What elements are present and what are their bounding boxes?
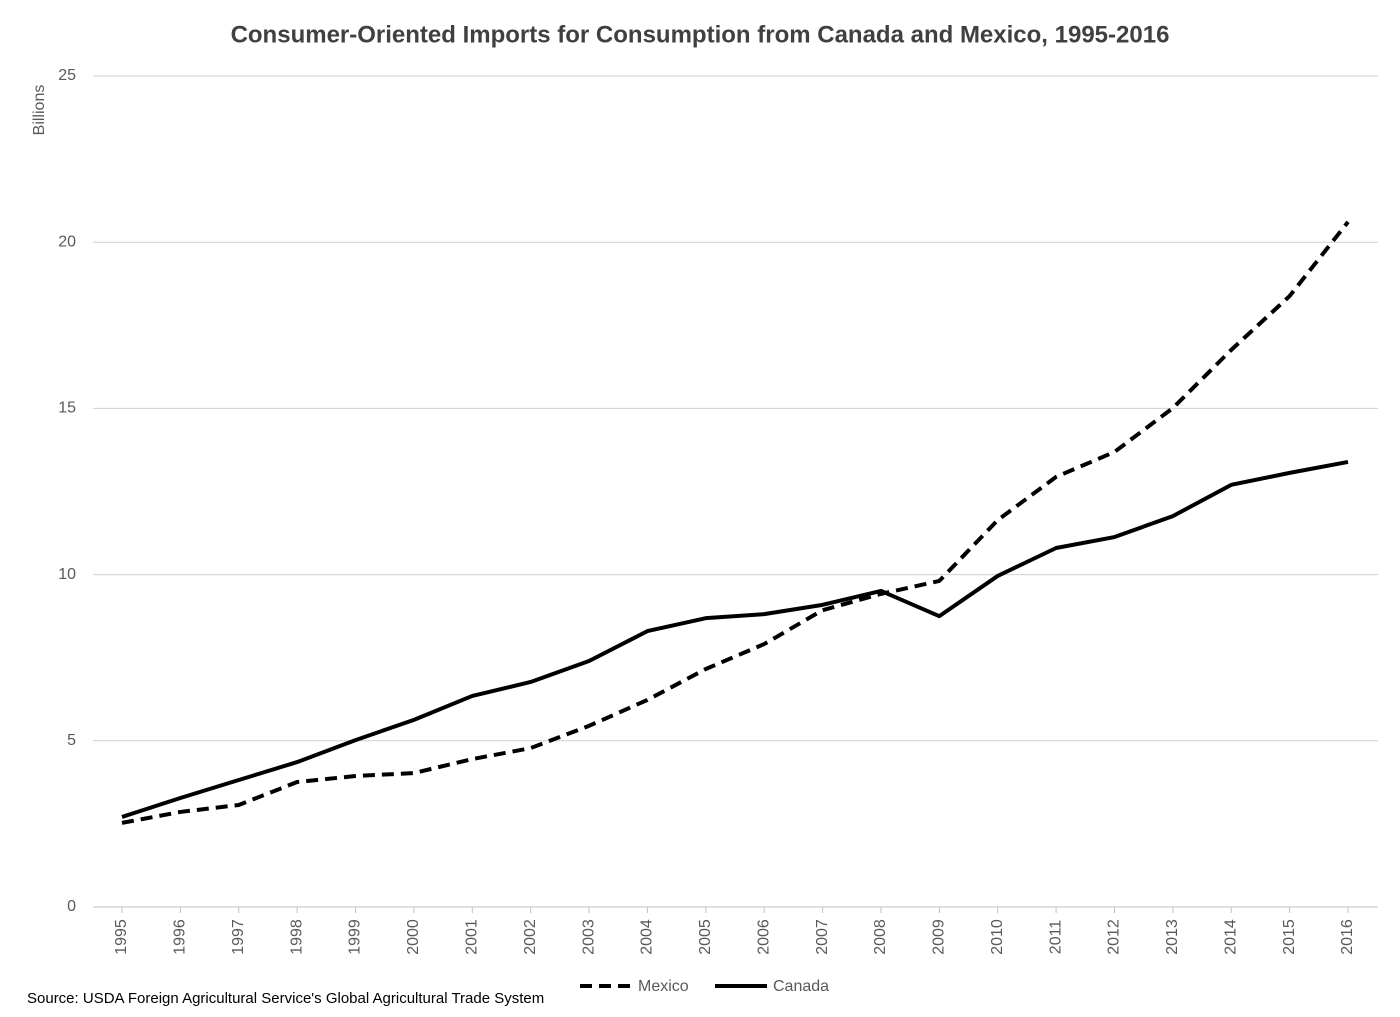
x-tick-label: 1998 [288, 919, 305, 955]
y-tick-label: 10 [58, 566, 76, 583]
x-tick-label: 2011 [1047, 920, 1064, 955]
y-tick-label: 25 [58, 67, 76, 84]
y-tick-label: 20 [58, 233, 76, 250]
x-tick-label: 1997 [230, 919, 247, 955]
x-tick-label: 2015 [1281, 919, 1298, 955]
x-tick-label: 2005 [697, 919, 714, 955]
series-line [121, 220, 1350, 825]
x-tick-label: 1999 [347, 919, 364, 955]
x-tick-label: 2009 [931, 919, 948, 955]
x-tick-label: 1996 [172, 919, 189, 955]
chart-title: Consumer-Oriented Imports for Consumptio… [231, 21, 1170, 48]
legend-label: Canada [773, 978, 829, 995]
x-tick-label: 2000 [405, 919, 422, 955]
x-tick-label: 2010 [989, 919, 1006, 955]
x-tick-label: 2004 [639, 919, 656, 955]
x-tick-label: 2016 [1339, 919, 1356, 955]
y-tick-label: 15 [58, 400, 76, 417]
x-tick-label: 2007 [814, 919, 831, 955]
x-tick-label: 2003 [580, 919, 597, 955]
x-tick-label: 2006 [755, 919, 772, 955]
x-tick-label: 2002 [522, 919, 539, 955]
y-tick-label: 0 [67, 898, 76, 915]
y-axis-label: Billions [31, 85, 48, 136]
x-tick-label: 2014 [1222, 919, 1239, 955]
x-tick-label: 2013 [1164, 919, 1181, 955]
legend-label: Mexico [638, 978, 689, 995]
x-tick-label: 2008 [872, 919, 889, 955]
y-tick-label: 5 [67, 732, 76, 749]
x-tick-label: 2012 [1106, 919, 1123, 955]
source-note: Source: USDA Foreign Agricultural Servic… [27, 990, 544, 1007]
x-tick-label: 1995 [113, 919, 130, 955]
series-line [121, 459, 1349, 819]
x-tick-label: 2001 [464, 919, 481, 955]
